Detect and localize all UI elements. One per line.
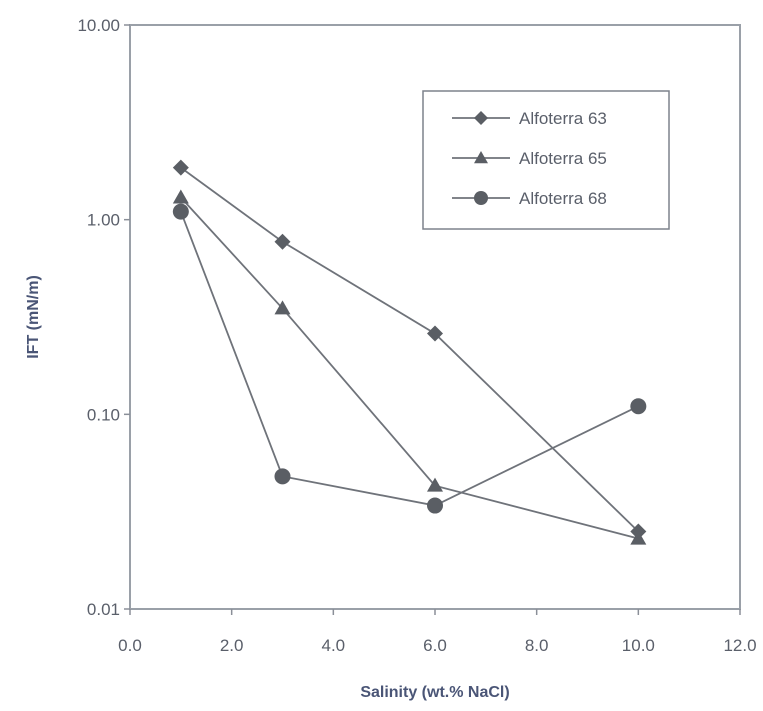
circle-marker	[630, 398, 647, 415]
legend-label: Alfoterra 63	[519, 109, 607, 128]
legend-entry: Alfoterra 68	[452, 189, 607, 208]
circle-marker	[172, 203, 189, 220]
circle-marker	[274, 468, 291, 485]
x-tick-label: 4.0	[322, 636, 346, 655]
x-tick-label: 6.0	[423, 636, 447, 655]
legend-label: Alfoterra 68	[519, 189, 607, 208]
series-line	[180, 166, 639, 533]
x-axis-title: Salinity (wt.% NaCl)	[360, 684, 509, 701]
y-axis-ticks: 0.01 0.10 1.00 10.00	[77, 16, 130, 619]
diamond-marker	[172, 159, 189, 176]
circle-marker	[427, 497, 443, 514]
circle-marker	[474, 191, 488, 205]
triangle-marker	[474, 151, 488, 164]
legend: Alfoterra 63 Alfoterra 65 Alfoterra 68	[422, 90, 670, 230]
x-tick-label: 0.0	[118, 636, 142, 655]
y-tick-label: 1.00	[87, 211, 120, 230]
x-axis-ticks: 0.0 2.0 4.0 6.0 8.0 10.0 12.0	[118, 609, 757, 655]
triangle-marker	[427, 477, 443, 492]
series-layer	[172, 159, 647, 545]
series-2	[172, 189, 647, 545]
series-3	[172, 203, 647, 514]
x-tick-label: 12.0	[723, 636, 756, 655]
series-line	[180, 196, 639, 540]
triangle-marker	[630, 530, 647, 545]
x-tick-label: 10.0	[622, 636, 655, 655]
y-tick-label: 10.00	[77, 16, 120, 35]
diamond-marker	[427, 325, 443, 342]
diamond-marker	[474, 111, 488, 125]
triangle-marker	[172, 189, 189, 204]
legend-label: Alfoterra 65	[519, 149, 607, 168]
y-tick-label: 0.10	[87, 405, 120, 424]
legend-box	[422, 90, 670, 230]
y-axis-title: IFT (mN/m)	[25, 275, 42, 359]
triangle-marker	[274, 300, 291, 315]
x-tick-label: 2.0	[220, 636, 244, 655]
diamond-marker	[274, 233, 291, 250]
series-1	[172, 159, 647, 540]
y-tick-label: 0.01	[87, 600, 120, 619]
x-tick-label: 8.0	[525, 636, 549, 655]
legend-entry: Alfoterra 65	[452, 149, 607, 168]
series-line	[179, 211, 639, 507]
legend-entry: Alfoterra 63	[452, 109, 607, 128]
